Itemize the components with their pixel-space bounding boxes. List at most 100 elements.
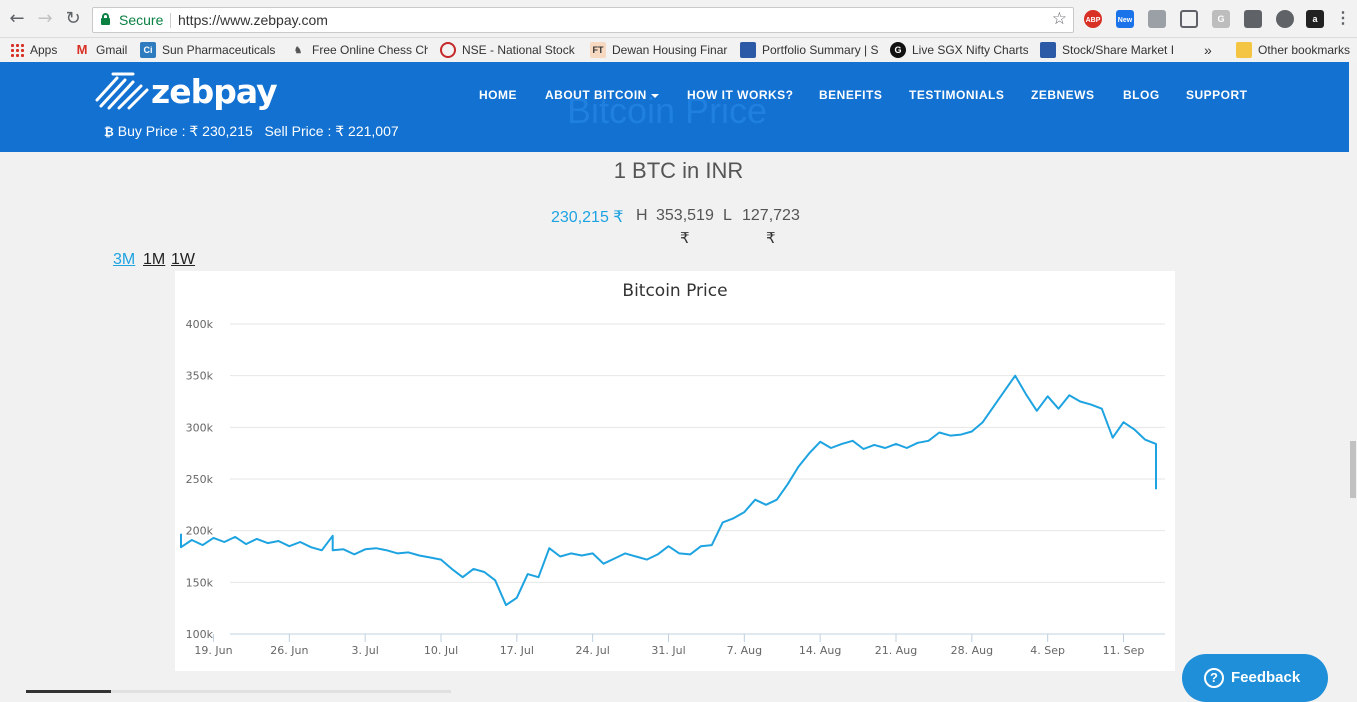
scrollbar-thumb[interactable]: [1350, 441, 1356, 498]
y-tick-label: 200k: [186, 525, 214, 538]
nse-icon: [440, 41, 456, 58]
bookmark-sgx-nifty[interactable]: G Live SGX Nifty Charts: [890, 41, 1028, 59]
bookmark-sun-pharma[interactable]: Ci Sun Pharmaceuticals: [140, 41, 275, 59]
bookmark-star-icon[interactable]: ☆: [1051, 9, 1067, 29]
nav-zebnews[interactable]: ZEBNEWS: [1031, 88, 1095, 102]
chart-canvas: Bitcoin Price 100k 150k 200k 250k 300k 350k 40…: [180, 281, 1165, 657]
buy-price: Buy Price : ₹ 230,215: [117, 123, 253, 139]
bookmark-chess[interactable]: ♞ Free Online Chess Ch: [290, 41, 428, 59]
range-3m[interactable]: 3M: [113, 251, 136, 268]
range-1w[interactable]: 1W: [171, 251, 195, 268]
tag-extension-icon[interactable]: [1148, 10, 1166, 28]
x-tick-label: 10. Jul: [424, 644, 458, 657]
apps-grid-icon: [10, 42, 24, 57]
low-label: L: [723, 207, 732, 224]
nav-how-it-works[interactable]: HOW IT WORKS?: [687, 88, 794, 102]
x-tick-label: 24. Jul: [576, 644, 610, 657]
cast-icon[interactable]: [1180, 10, 1198, 28]
chart-icon: [740, 41, 756, 58]
y-tick-label: 100k: [186, 628, 214, 641]
url-text[interactable]: https://www.zebpay.com: [178, 12, 328, 28]
x-tick-label: 3. Jul: [352, 644, 379, 657]
high-value: 353,519: [656, 207, 714, 224]
high-label: H: [636, 207, 648, 224]
folder-icon: [1236, 41, 1252, 58]
bitcoin-icon: ₿: [104, 125, 114, 139]
high-rupee-symbol: ₹: [680, 230, 690, 247]
ci-icon: Ci: [140, 41, 156, 58]
menu-icon[interactable]: ⋮: [1335, 10, 1351, 27]
y-tick-label: 350k: [186, 370, 214, 383]
x-tick-label: 11. Sep: [1103, 644, 1145, 657]
chart-icon: [1040, 41, 1056, 58]
y-tick-label: 400k: [186, 318, 214, 331]
current-price: 230,215 ₹: [551, 209, 624, 226]
feedback-button[interactable]: ? Feedback: [1182, 654, 1328, 702]
zebra-stripes-icon: [95, 72, 149, 110]
x-tick-label: 14. Aug: [799, 644, 841, 657]
secure-label: Secure: [119, 12, 164, 28]
bookmark-dewan[interactable]: FT Dewan Housing Finar: [590, 41, 728, 59]
y-axis-ticks: 100k 150k 200k 250k 300k 350k 400k: [186, 318, 214, 641]
chart-grid: [230, 323, 1165, 635]
x-tick-label: 7. Aug: [727, 644, 762, 657]
nav-about-bitcoin[interactable]: ABOUT BITCOIN: [545, 88, 659, 102]
chess-knight-icon: ♞: [293, 44, 303, 55]
adblock-extension-icon[interactable]: ABP: [1084, 10, 1102, 28]
new-extension-icon[interactable]: New: [1116, 10, 1134, 28]
bookmark-stock-market[interactable]: Stock/Share Market I: [1040, 41, 1178, 59]
low-rupee-symbol: ₹: [766, 230, 776, 247]
logo-wordmark: zebpay: [151, 72, 278, 111]
x-tick-label: 28. Aug: [951, 644, 993, 657]
nav-home[interactable]: HOME: [479, 88, 517, 102]
page-scrollbar[interactable]: [1349, 62, 1357, 693]
y-tick-label: 300k: [186, 421, 214, 434]
lock-icon: [101, 13, 110, 25]
bookmark-gmail[interactable]: M Gmail: [74, 41, 128, 59]
x-tick-label: 4. Sep: [1030, 644, 1065, 657]
nav-testimonials[interactable]: TESTIMONIALS: [909, 88, 1005, 102]
omnibox-divider: [170, 13, 171, 28]
low-value: 127,723: [742, 207, 800, 224]
sell-price: Sell Price : ₹ 221,007: [264, 123, 399, 139]
price-line[interactable]: [180, 374, 1157, 607]
bookmark-apps[interactable]: Apps: [10, 41, 57, 59]
site-header: Bitcoin Price zebpay HOME ABOUT BITCOIN …: [0, 62, 1357, 152]
bitcoin-price-chart: Bitcoin Price 100k 150k 200k 250k 300k 350k 40…: [175, 271, 1175, 671]
pocket-extension-icon[interactable]: [1244, 10, 1262, 28]
taskbar-strip-light: [111, 690, 451, 693]
x-tick-label: 19. Jun: [194, 644, 232, 657]
question-circle-icon: ?: [1204, 668, 1224, 688]
nav-support[interactable]: SUPPORT: [1186, 88, 1248, 102]
bookmark-portfolio[interactable]: Portfolio Summary | S: [740, 41, 878, 59]
bookmark-overflow[interactable]: »: [1204, 42, 1212, 58]
forward-arrow-icon[interactable]: →: [37, 8, 53, 29]
x-axis-ticks: 19. Jun 26. Jun 3. Jul 10. Jul 17. Jul 24. Ju…: [194, 634, 1144, 657]
x-tick-label: 21. Aug: [875, 644, 917, 657]
range-1m[interactable]: 1M: [143, 251, 166, 268]
g-circle-icon: G: [890, 41, 906, 58]
bookmarks-bar: Apps M Gmail Ci Sun Pharmaceuticals ♞ Free …: [0, 38, 1357, 62]
other-bookmarks[interactable]: Other bookmarks: [1236, 41, 1350, 59]
back-arrow-icon[interactable]: ←: [9, 8, 25, 29]
nav-blog[interactable]: BLOG: [1123, 88, 1160, 102]
feedback-label: Feedback: [1231, 669, 1301, 686]
x-tick-label: 26. Jun: [270, 644, 308, 657]
zebpay-logo[interactable]: zebpay: [93, 70, 278, 112]
x-tick-label: 17. Jul: [500, 644, 534, 657]
reload-icon[interactable]: ↻: [65, 8, 81, 29]
browser-toolbar: ← → ↻ Secure https://www.zebpay.com ☆ AB…: [0, 0, 1357, 38]
nav-benefits[interactable]: BENEFITS: [819, 88, 883, 102]
gmail-icon: M: [76, 41, 88, 57]
address-bar[interactable]: Secure https://www.zebpay.com ☆: [92, 7, 1074, 33]
y-tick-label: 250k: [186, 473, 214, 486]
ghost-page-title: Bitcoin Price: [567, 90, 768, 131]
eye-extension-icon[interactable]: [1276, 10, 1294, 28]
amazon-extension-icon[interactable]: a: [1306, 10, 1324, 28]
chevron-down-icon: [650, 93, 659, 98]
ft-icon: FT: [590, 41, 606, 58]
btc-inr-heading: 1 BTC in INR: [613, 158, 744, 183]
g-extension-icon[interactable]: G: [1212, 10, 1230, 28]
bookmark-nse[interactable]: NSE - National Stock: [440, 41, 576, 59]
header-price-line: ₿ Buy Price : ₹ 230,215 Sell Price : ₹ 22…: [104, 123, 399, 140]
